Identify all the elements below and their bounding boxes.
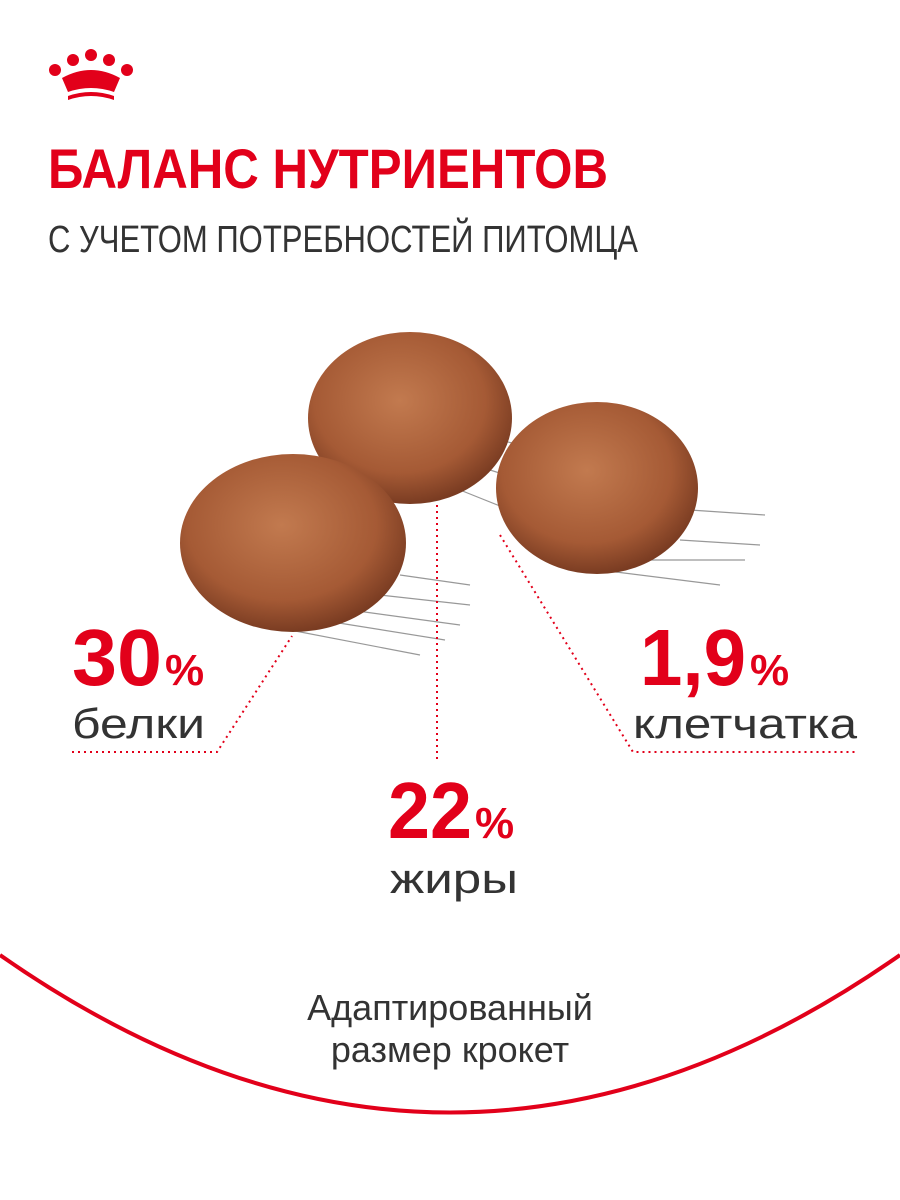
nutrient-unit: % [165, 646, 204, 695]
nutrient-value: 22 [388, 766, 472, 855]
nutrient-label: белки [72, 700, 205, 747]
nutrient-unit: % [475, 799, 514, 848]
subtitle: С УЧЕТОМ ПОТРЕБНОСТЕЙ ПИТОМЦА [48, 216, 639, 261]
title: БАЛАНС НУТРИЕНТОВ [48, 137, 608, 200]
logo [49, 49, 133, 100]
nutrient-label: жиры [390, 855, 518, 902]
kibble [180, 454, 406, 632]
nutrient-value: 30 [72, 613, 162, 702]
leader-line [72, 505, 857, 762]
footer-line: Адаптированный [307, 987, 593, 1028]
kibble [496, 402, 698, 574]
nutrient-value: 1,9 [640, 613, 746, 702]
nutrient-label: клетчатка [633, 700, 858, 747]
nutrient-unit: % [750, 646, 789, 695]
arc [0, 953, 900, 1115]
kibble [308, 332, 512, 504]
footer-line: размер крокет [331, 1029, 569, 1070]
